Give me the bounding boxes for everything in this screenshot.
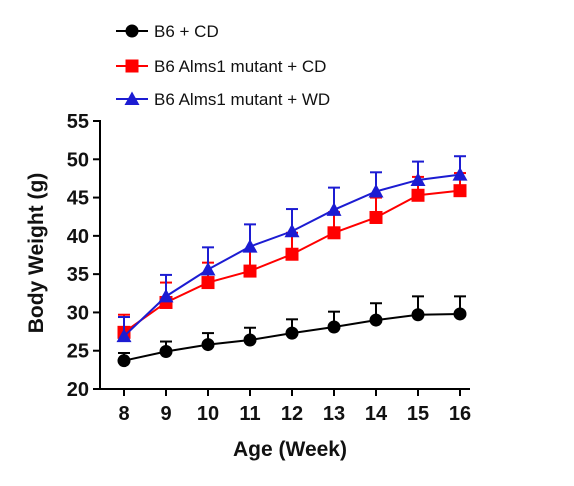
data-point bbox=[368, 183, 384, 198]
legend-label: B6 Alms1 mutant + WD bbox=[154, 90, 330, 109]
legend-item-2: B6 Alms1 mutant + CD bbox=[116, 57, 326, 76]
data-point bbox=[158, 288, 174, 303]
data-point bbox=[411, 308, 425, 322]
data-point bbox=[201, 276, 215, 290]
legend-marker bbox=[124, 91, 140, 105]
x-tick-label: 10 bbox=[197, 403, 219, 425]
data-point bbox=[285, 326, 299, 340]
data-point bbox=[453, 307, 467, 321]
y-tick-label: 40 bbox=[67, 226, 89, 248]
data-point bbox=[327, 226, 341, 240]
data-point bbox=[369, 210, 383, 224]
axes: 20 25 30 35 40 45 50 55 8 9 10 11 12 13 14 15 16 bbox=[67, 111, 471, 425]
legend-marker bbox=[125, 59, 139, 73]
data-point bbox=[410, 172, 426, 186]
legend-label: B6 + CD bbox=[154, 22, 219, 41]
y-tick-label: 20 bbox=[67, 379, 89, 401]
data-point bbox=[411, 188, 425, 202]
legend-item-1: B6 + CD bbox=[116, 22, 219, 41]
x-tick-label: 11 bbox=[239, 403, 260, 425]
x-tick-label: 16 bbox=[449, 403, 471, 425]
data-point bbox=[201, 338, 215, 352]
legend-label: B6 Alms1 mutant + CD bbox=[154, 57, 326, 76]
y-tick-label: 50 bbox=[67, 149, 89, 171]
x-tick-label: 15 bbox=[407, 403, 429, 425]
series-layer bbox=[116, 155, 468, 368]
x-axis-title: Age (Week) bbox=[233, 438, 347, 461]
x-tick-label: 14 bbox=[365, 403, 388, 425]
series-1 bbox=[117, 295, 467, 368]
series-3 bbox=[116, 155, 468, 343]
x-tick-label: 12 bbox=[281, 403, 303, 425]
data-point bbox=[453, 184, 467, 198]
data-point bbox=[452, 167, 468, 181]
data-point bbox=[243, 264, 257, 278]
x-tick-label: 9 bbox=[160, 403, 171, 425]
y-tick-label: 25 bbox=[67, 341, 89, 363]
data-point bbox=[284, 223, 300, 238]
legend-marker bbox=[125, 24, 139, 38]
y-tick-label: 35 bbox=[67, 264, 89, 286]
data-point bbox=[369, 313, 383, 327]
data-point bbox=[243, 333, 257, 347]
data-point bbox=[327, 320, 341, 334]
legend: B6 + CD B6 Alms1 mutant + CD B6 Alms1 muta… bbox=[116, 22, 330, 109]
y-tick-label: 30 bbox=[67, 302, 89, 324]
data-point bbox=[159, 344, 173, 358]
y-tick-label: 45 bbox=[67, 188, 89, 210]
legend-item-3: B6 Alms1 mutant + WD bbox=[116, 90, 330, 109]
x-tick-label: 8 bbox=[118, 403, 129, 425]
data-point bbox=[242, 239, 258, 253]
data-point bbox=[117, 354, 131, 368]
y-axis-title: Body Weight (g) bbox=[25, 173, 48, 334]
data-point bbox=[326, 202, 342, 216]
data-point bbox=[200, 262, 216, 276]
y-tick-label: 55 bbox=[67, 111, 89, 133]
data-point bbox=[116, 328, 132, 343]
x-tick-label: 13 bbox=[323, 403, 345, 425]
data-point bbox=[285, 247, 299, 261]
